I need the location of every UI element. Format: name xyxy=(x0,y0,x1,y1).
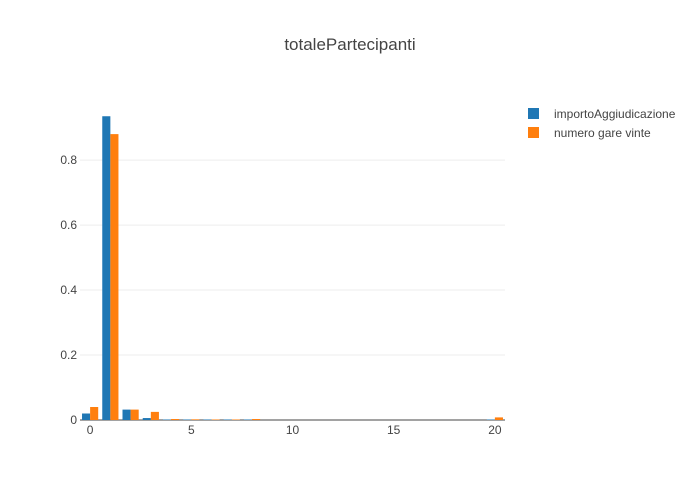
y-tick-label: 0.6 xyxy=(60,218,77,232)
bar-numero-7[interactable] xyxy=(231,419,240,421)
x-tick-label: 0 xyxy=(87,423,94,437)
y-tick-label: 0 xyxy=(70,413,77,427)
bar-numero-0[interactable] xyxy=(90,407,99,420)
bar-importo-1[interactable] xyxy=(102,116,111,420)
y-tick-label: 0.2 xyxy=(60,348,77,362)
legend[interactable]: importoAggiudicazione numero gare vinte xyxy=(528,107,676,140)
bar-importo-7[interactable] xyxy=(223,419,232,421)
bar-numero-8[interactable] xyxy=(252,419,261,420)
legend-label[interactable]: numero gare vinte xyxy=(554,126,651,140)
legend-swatch[interactable] xyxy=(528,108,539,119)
y-axis-ticks: 0 0.2 0.4 0.6 0.8 xyxy=(60,153,77,427)
bar-importo-20[interactable] xyxy=(486,419,495,421)
bar-numero-6[interactable] xyxy=(211,419,220,421)
bar-numero-5[interactable] xyxy=(191,419,200,420)
bar-numero-1[interactable] xyxy=(110,134,119,420)
bar-importo-3[interactable] xyxy=(142,418,151,420)
x-tick-label: 10 xyxy=(286,423,300,437)
x-tick-label: 20 xyxy=(488,423,502,437)
bar-importo-4[interactable] xyxy=(162,419,172,421)
bar-numero-3[interactable] xyxy=(150,411,159,420)
chart-title: totalePartecipanti xyxy=(284,35,415,54)
bar-numero-4[interactable] xyxy=(171,419,180,420)
bar-importo-8[interactable] xyxy=(243,419,253,421)
bar-importo-5[interactable] xyxy=(183,419,192,421)
bar-importo-0[interactable] xyxy=(82,413,91,420)
x-tick-label: 5 xyxy=(188,423,195,437)
x-tick-label: 15 xyxy=(387,423,401,437)
x-axis-ticks: 0 5 10 15 20 xyxy=(87,423,502,437)
y-tick-label: 0.8 xyxy=(60,153,77,167)
y-tick-label: 0.4 xyxy=(60,283,77,297)
gridlines xyxy=(80,159,505,421)
legend-swatch[interactable] xyxy=(528,127,539,138)
bar-numero-2[interactable] xyxy=(130,409,139,420)
bar-importo-2[interactable] xyxy=(122,409,131,420)
bars xyxy=(82,116,503,420)
legend-label[interactable]: importoAggiudicazione xyxy=(554,107,676,121)
bar-numero-20[interactable] xyxy=(494,417,503,420)
bar-importo-6[interactable] xyxy=(203,419,212,421)
